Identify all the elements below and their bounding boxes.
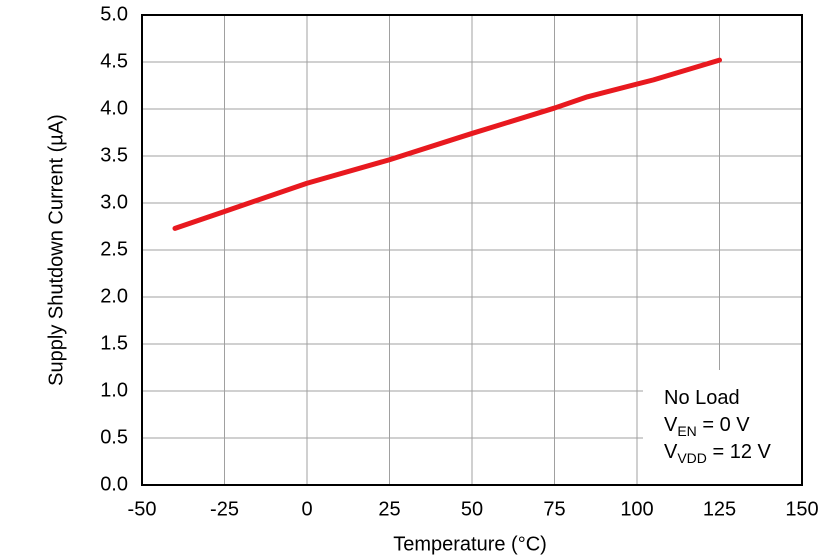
annotation-text: No Load [664,387,740,409]
lines [172,57,722,231]
x-tick-label: 0 [301,498,312,520]
annotation-text: = 0 V [697,414,750,436]
annotation-subscript: VDD [677,450,707,466]
y-tick-label: 5.0 [100,3,128,25]
y-tick-label: 2.5 [100,238,128,260]
x-tick-label: 50 [461,498,483,520]
y-tick-label: 0.5 [100,426,128,448]
x-tick-label: 25 [378,498,400,520]
annotation: VEN = 0 V [664,414,750,438]
y-tick-label: 0.0 [100,473,128,495]
x-tick-label: 75 [543,498,565,520]
y-tick-label: 4.5 [100,50,128,72]
y-tick-label: 3.0 [100,191,128,213]
annotation: No Load [664,387,740,409]
y-tick-label: 1.5 [100,332,128,354]
y-tick-label: 3.5 [100,144,128,166]
data-line [172,57,722,231]
y-tick-label: 2.0 [100,285,128,307]
x-tick-label: 100 [620,498,653,520]
annotation: VVDD = 12 V [664,441,772,465]
annotation-subscript: EN [677,423,696,439]
annotation-text: = 12 V [707,441,772,463]
plot-frame [141,14,803,486]
x-axis-title: Temperature (°C) [393,533,547,555]
annotation-text: V [664,414,678,436]
x-tick-label: -50 [128,498,157,520]
y-axis-title: Supply Shutdown Current (µA) [45,114,67,386]
x-tick-label: -25 [210,498,239,520]
annotation-text: V [664,441,678,463]
y-tick-label: 4.0 [100,97,128,119]
y-tick-label: 1.0 [100,379,128,401]
x-tick-label: 125 [703,498,736,520]
annotation-box [643,370,801,484]
x-tick-label: 150 [785,498,818,520]
